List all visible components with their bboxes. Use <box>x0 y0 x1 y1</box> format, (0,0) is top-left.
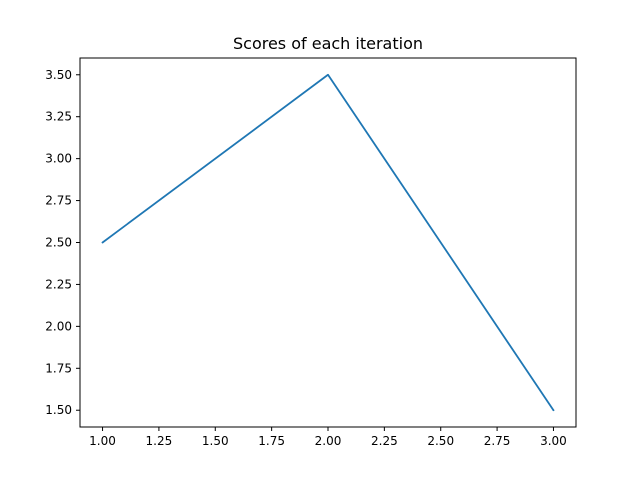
x-tick-label: 2.75 <box>484 434 511 448</box>
y-tick-label: 2.50 <box>45 236 72 250</box>
data-point <box>327 73 329 76</box>
x-tick-label: 2.25 <box>371 434 398 448</box>
y-tick-label: 3.00 <box>45 152 72 166</box>
x-tick-label: 1.25 <box>146 434 173 448</box>
y-tick-label: 3.50 <box>45 68 72 82</box>
x-tick-label: 1.00 <box>89 434 116 448</box>
plot-area: 1.00 1.25 1.50 1.75 2.00 2.25 2.50 2.75 3.00 1.50… <box>45 57 577 448</box>
y-tick-label: 2.25 <box>45 277 72 291</box>
y-tick-label: 2.00 <box>45 319 72 333</box>
x-tick-label: 2.50 <box>427 434 454 448</box>
x-tick-label: 1.75 <box>258 434 285 448</box>
x-tick-label: 1.50 <box>202 434 229 448</box>
y-tick-label: 1.50 <box>45 403 72 417</box>
y-tick-label: 2.75 <box>45 194 72 208</box>
data-point <box>101 241 104 244</box>
y-tick-label: 3.25 <box>45 110 72 124</box>
data-point <box>552 409 555 412</box>
x-tick-label: 3.00 <box>540 434 567 448</box>
x-tick-label: 2.00 <box>315 434 342 448</box>
chart-title: Scores of each iteration <box>233 34 423 53</box>
y-tick-label: 1.75 <box>45 361 72 375</box>
